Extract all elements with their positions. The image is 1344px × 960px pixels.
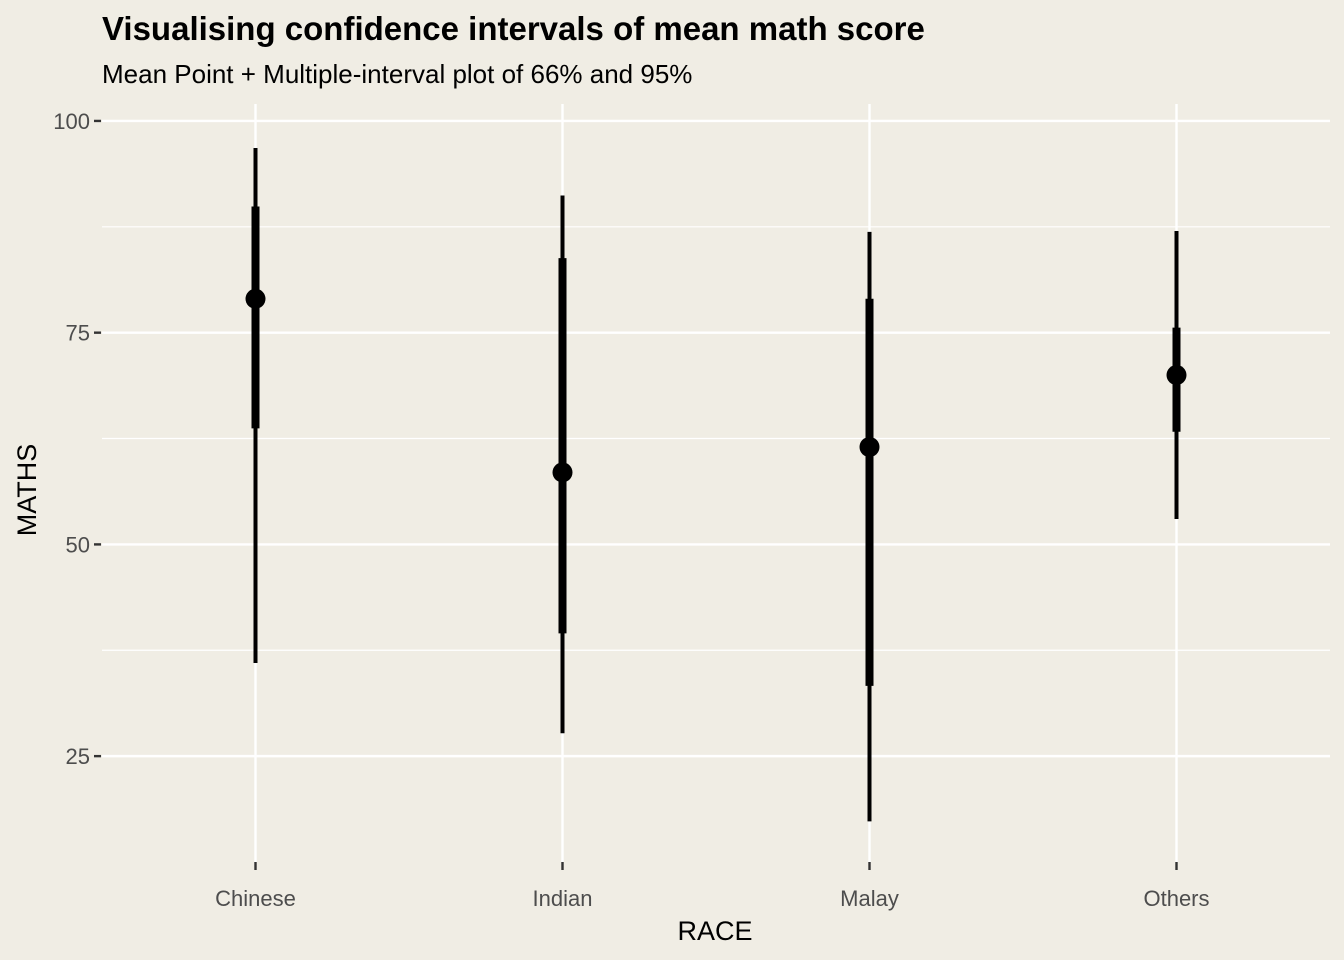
y-tick-label: 25 xyxy=(66,744,90,769)
mean-point-others xyxy=(1166,365,1187,386)
x-axis-title: RACE xyxy=(677,916,752,946)
mean-point-malay xyxy=(859,437,880,458)
mean-point-chinese xyxy=(245,288,266,309)
axis-layer: 25 50 75 100 Chinese Indian Malay Others xyxy=(53,109,1209,911)
y-axis-title: MATHS xyxy=(12,444,42,537)
chart-title: Visualising confidence intervals of mean… xyxy=(102,10,925,47)
x-tick-label: Chinese xyxy=(215,886,296,911)
marks-layer xyxy=(245,148,1187,822)
y-tick-label: 100 xyxy=(53,109,90,134)
x-tick-label: Malay xyxy=(840,886,899,911)
chart-subtitle: Mean Point + Multiple-interval plot of 6… xyxy=(102,59,692,89)
y-tick-label: 75 xyxy=(66,321,90,346)
x-tick-label: Others xyxy=(1143,886,1209,911)
mean-point-indian xyxy=(552,462,573,483)
y-tick-label: 50 xyxy=(66,532,90,557)
x-tick-label: Indian xyxy=(533,886,593,911)
